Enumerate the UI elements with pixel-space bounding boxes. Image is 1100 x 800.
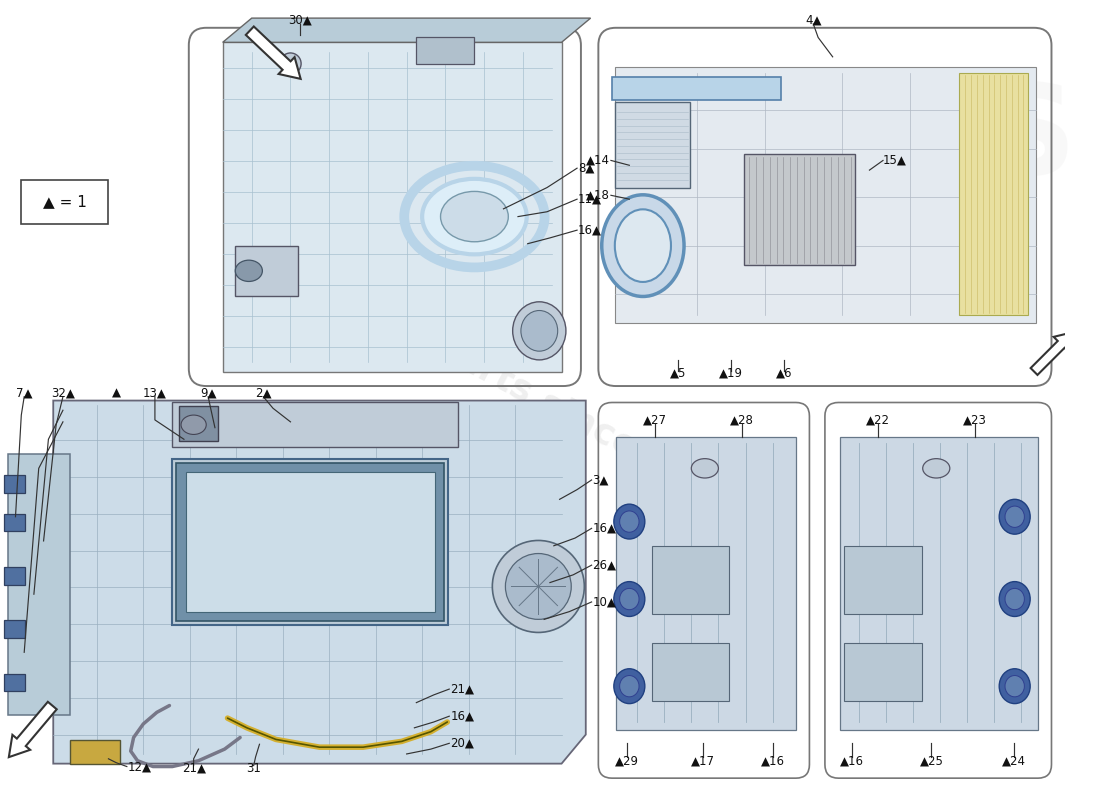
Bar	[612, 77, 781, 101]
Ellipse shape	[999, 499, 1031, 534]
Text: 30▲: 30▲	[288, 14, 312, 26]
Text: 16▲: 16▲	[578, 224, 602, 237]
Text: 21▲: 21▲	[450, 682, 474, 695]
Bar	[744, 154, 855, 265]
FancyArrow shape	[9, 702, 57, 757]
Ellipse shape	[505, 554, 571, 619]
Text: ▲6: ▲6	[776, 367, 792, 380]
Bar	[176, 462, 444, 622]
Ellipse shape	[521, 310, 558, 351]
Text: 3▲: 3▲	[593, 474, 609, 486]
Text: ▲16: ▲16	[840, 754, 864, 767]
Ellipse shape	[619, 511, 639, 532]
Bar	[845, 642, 922, 701]
Ellipse shape	[923, 458, 949, 478]
Bar	[4, 620, 25, 638]
Ellipse shape	[602, 195, 684, 297]
Polygon shape	[53, 401, 586, 764]
Text: ▲19: ▲19	[719, 367, 742, 380]
Text: 8▲: 8▲	[578, 162, 594, 174]
Ellipse shape	[999, 669, 1031, 704]
Bar	[4, 475, 25, 493]
Ellipse shape	[1005, 506, 1024, 527]
Polygon shape	[840, 438, 1038, 730]
Polygon shape	[615, 66, 1036, 323]
Ellipse shape	[691, 458, 718, 478]
Text: 11▲: 11▲	[578, 193, 602, 206]
FancyBboxPatch shape	[21, 180, 109, 224]
Text: ▲: ▲	[112, 386, 121, 399]
Ellipse shape	[614, 669, 645, 704]
Text: 10▲: 10▲	[593, 595, 616, 609]
Text: GTS: GTS	[802, 78, 1077, 200]
Bar	[958, 74, 1028, 315]
Ellipse shape	[493, 541, 584, 633]
Text: ▲29: ▲29	[615, 754, 639, 767]
Ellipse shape	[1005, 675, 1024, 697]
Text: ▲23: ▲23	[964, 414, 987, 426]
Bar	[615, 102, 691, 187]
Text: 13▲: 13▲	[143, 386, 167, 399]
Ellipse shape	[1005, 588, 1024, 610]
Text: 4▲: 4▲	[805, 14, 822, 26]
Ellipse shape	[619, 675, 639, 697]
Ellipse shape	[440, 191, 508, 242]
Bar	[4, 674, 25, 691]
Bar	[173, 458, 449, 625]
Polygon shape	[8, 454, 69, 715]
Bar	[186, 472, 434, 612]
Polygon shape	[222, 18, 591, 42]
Bar	[845, 546, 922, 614]
Text: ▲22: ▲22	[866, 414, 890, 426]
Bar	[416, 37, 474, 64]
Ellipse shape	[619, 588, 639, 610]
Ellipse shape	[999, 582, 1031, 617]
Ellipse shape	[513, 302, 565, 360]
Text: ▲5: ▲5	[670, 367, 686, 380]
Text: ▲ = 1: ▲ = 1	[43, 194, 87, 210]
Text: ▲25: ▲25	[920, 754, 944, 767]
Text: ▲17: ▲17	[691, 754, 715, 767]
Text: ▲16: ▲16	[760, 754, 784, 767]
Ellipse shape	[182, 415, 206, 434]
Ellipse shape	[235, 260, 263, 282]
Polygon shape	[616, 438, 796, 730]
Text: NOT parts since 1860: NOT parts since 1860	[341, 283, 742, 518]
Text: ▲18: ▲18	[586, 189, 611, 202]
Text: 15▲: 15▲	[883, 154, 906, 167]
FancyArrow shape	[1031, 332, 1074, 375]
Text: 21▲: 21▲	[182, 762, 206, 775]
Text: ▲28: ▲28	[729, 414, 754, 426]
Bar	[651, 546, 729, 614]
Text: 20▲: 20▲	[450, 737, 474, 750]
Text: 12▲: 12▲	[128, 760, 152, 773]
Bar	[69, 740, 120, 764]
Bar	[173, 402, 458, 447]
Text: 9▲: 9▲	[200, 386, 217, 399]
Bar	[179, 406, 218, 442]
Text: 2▲: 2▲	[255, 386, 272, 399]
Text: ▲24: ▲24	[1002, 754, 1025, 767]
Text: 31: 31	[246, 762, 261, 775]
Text: 26▲: 26▲	[593, 558, 616, 572]
Bar	[4, 514, 25, 531]
Ellipse shape	[279, 53, 301, 74]
Ellipse shape	[615, 210, 671, 282]
Polygon shape	[222, 42, 562, 371]
Text: ▲27: ▲27	[642, 414, 667, 426]
Bar	[651, 642, 729, 701]
Text: ▲14: ▲14	[586, 154, 611, 167]
Text: 7▲: 7▲	[16, 386, 33, 399]
FancyArrow shape	[245, 26, 300, 79]
Text: 16▲: 16▲	[450, 710, 474, 722]
Text: 16▲: 16▲	[593, 522, 616, 535]
Ellipse shape	[614, 504, 645, 539]
Text: 32▲: 32▲	[51, 386, 75, 399]
Bar	[235, 246, 298, 296]
Ellipse shape	[614, 582, 645, 617]
Ellipse shape	[422, 179, 527, 254]
Bar	[4, 567, 25, 585]
